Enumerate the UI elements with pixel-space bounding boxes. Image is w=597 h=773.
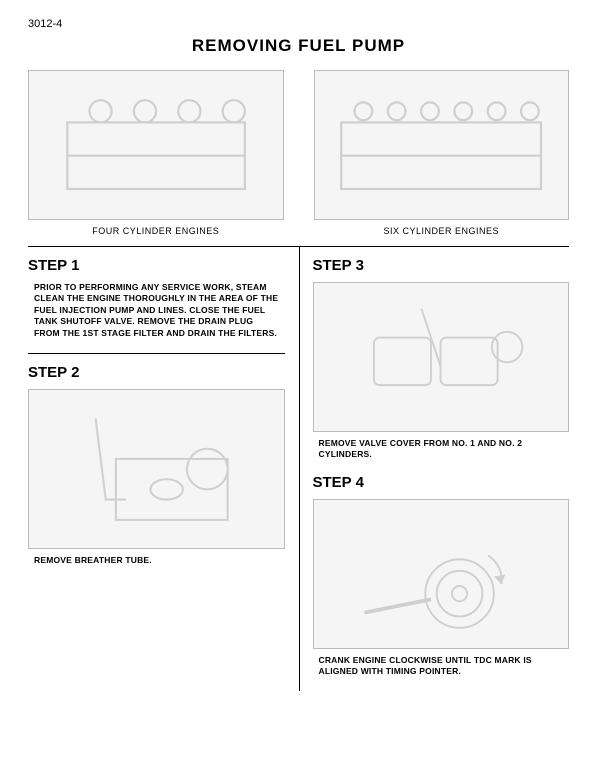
step3-image [313,282,570,432]
step2-caption: REMOVE BREATHER TUBE. [28,555,285,566]
vertical-divider [299,247,300,691]
step4-image [313,499,570,649]
step3-caption: REMOVE VALVE COVER FROM NO. 1 AND NO. 2 … [313,438,570,460]
page-number: 3012-4 [28,18,569,30]
engine-caption-four-cyl: FOUR CYLINDER ENGINES [92,226,219,236]
engine-diagram-four-cyl [28,70,284,220]
step-divider [28,353,285,354]
step4-caption: CRANK ENGINE CLOCKWISE UNTIL TDC MARK IS… [313,655,570,677]
step2-heading: STEP 2 [28,364,285,381]
step4-heading: STEP 4 [313,474,570,491]
step3-heading: STEP 3 [313,257,570,274]
left-column: STEP 1 PRIOR TO PERFORMING ANY SERVICE W… [28,247,299,691]
step1-heading: STEP 1 [28,257,285,274]
engine-caption-six-cyl: SIX CYLINDER ENGINES [383,226,499,236]
page-title: REMOVING FUEL PUMP [28,36,569,56]
step2-image [28,389,285,549]
right-column: STEP 3 REMOVE VALVE COVER FROM NO. 1 AND… [299,247,570,691]
step1-body: PRIOR TO PERFORMING ANY SERVICE WORK, ST… [28,282,285,339]
engine-diagram-six-cyl [314,70,570,220]
engine-diagrams-row: FOUR CYLINDER ENGINES SIX CYLINDER ENGIN… [28,70,569,236]
engine-box-six-cyl: SIX CYLINDER ENGINES [314,70,570,236]
steps-columns: STEP 1 PRIOR TO PERFORMING ANY SERVICE W… [28,247,569,691]
engine-box-four-cyl: FOUR CYLINDER ENGINES [28,70,284,236]
